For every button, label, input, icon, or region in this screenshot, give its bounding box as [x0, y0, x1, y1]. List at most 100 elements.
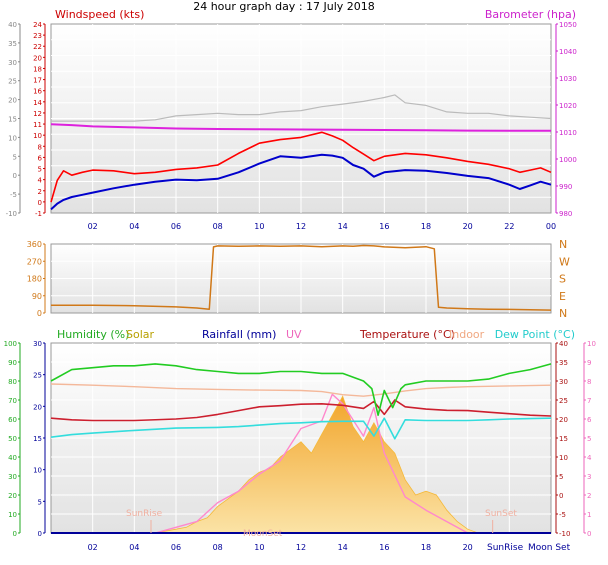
- wind-left-axis-tick-label: 4: [38, 177, 43, 185]
- humidity-axis-tick-label: 40: [8, 454, 17, 462]
- humidity-axis-tick-label: 50: [8, 435, 17, 443]
- bottom-x-tick-label: 16: [379, 543, 389, 552]
- dewpoint-line: [50, 417, 552, 440]
- wind-x-tick-label: 10: [254, 222, 264, 231]
- temperature-axis-tick-label: 15: [559, 435, 568, 443]
- annotation-moonset-next: Moon Set: [528, 543, 571, 553]
- wind-left-axis-tick-label: 20: [33, 54, 42, 62]
- humidity-axis-tick-label: 0: [13, 530, 17, 538]
- wind-left-outer-axis-tick-label: 35: [8, 40, 17, 48]
- axes-layer: -10-50510152025303540-102456810111214161…: [4, 21, 596, 552]
- wind-x-tick-label: 04: [129, 222, 139, 231]
- legend-solar: Solar: [126, 328, 155, 341]
- legend-uv: UV: [286, 328, 302, 341]
- wind-left-axis-tick-label: 6: [38, 154, 43, 162]
- wind-left-outer-axis-tick-label: 0: [13, 172, 17, 180]
- bottom-x-tick-label: 08: [213, 543, 223, 552]
- bottom-x-tick-label: 12: [296, 543, 306, 552]
- barometer-axis-tick-label: 1000: [559, 156, 577, 164]
- gray-series-line: [51, 94, 552, 122]
- humidity-axis-tick-label: 80: [8, 378, 17, 386]
- uv-axis-tick-label: 3: [587, 473, 591, 481]
- wind-x-tick-label: 12: [296, 222, 306, 231]
- bottom-x-tick-label: 20: [463, 543, 473, 552]
- barometer-axis-tick-label: 1050: [559, 21, 577, 29]
- temperature-axis-tick-label: 35: [559, 359, 568, 367]
- wind-left-outer-axis-tick-label: -5: [10, 191, 17, 199]
- rainfall-axis-tick-label: 30: [33, 340, 42, 348]
- annotation-moonset: MoonSet: [243, 529, 283, 539]
- compass-label: W: [559, 255, 570, 268]
- solar-area: [51, 395, 551, 534]
- uv-axis-tick-label: 10: [587, 340, 596, 348]
- bottom-x-tick-label: 06: [171, 543, 181, 552]
- legend-dewpoint: Dew Point (°C): [495, 328, 575, 341]
- barometer-axis-tick-label: 1040: [559, 48, 577, 56]
- bottom-x-tick-label: 10: [254, 543, 264, 552]
- temperature-axis-tick-label: 30: [559, 378, 568, 386]
- temperature-axis-tick-label: 10: [559, 454, 568, 462]
- legend-indoor: Indoor: [449, 328, 485, 341]
- wind-left-outer-axis-tick-label: 20: [8, 97, 17, 105]
- temperature-axis-tick-label: -5: [559, 511, 566, 519]
- humidity-line: [50, 363, 552, 416]
- direction-line: [51, 244, 552, 311]
- bottom-x-tick-label: 04: [129, 543, 139, 552]
- legend-temperature: Temperature (°C): [359, 328, 455, 341]
- humidity-axis-tick-label: 100: [4, 340, 17, 348]
- wind-left-outer-axis-tick-label: 30: [8, 59, 17, 67]
- barometer-axis-tick-label: 990: [559, 183, 572, 191]
- annotation-sunrise-next: SunRise: [487, 543, 524, 553]
- grid-lines: [51, 24, 551, 533]
- uv-axis-tick-label: 2: [587, 492, 591, 500]
- wind-x-tick-label: 02: [88, 222, 98, 231]
- annotation-sunset: SunSet: [485, 509, 517, 519]
- wind-left-outer-axis-tick-label: 10: [8, 134, 17, 142]
- compass-label: S: [559, 273, 566, 286]
- wind-left-axis-tick-label: 5: [38, 166, 42, 174]
- rainfall-axis-tick-label: 0: [38, 530, 42, 538]
- wind-x-tick-label: 18: [421, 222, 431, 231]
- temperature-line: [50, 399, 552, 422]
- uv-axis-tick-label: 9: [587, 359, 591, 367]
- wind-left-axis-tick-label: 12: [33, 110, 42, 118]
- rainfall-axis-tick-label: 10: [33, 467, 42, 475]
- uv-axis-tick-label: 5: [587, 435, 591, 443]
- direction-axis-tick-label: 0: [37, 309, 42, 318]
- wind-x-tick-label: 14: [338, 222, 348, 231]
- uv-axis-tick-label: 1: [587, 511, 591, 519]
- uv-axis-tick-label: 8: [587, 378, 591, 386]
- series-layer: [50, 94, 552, 534]
- direction-axis-tick-label: 90: [32, 292, 42, 301]
- direction-axis-tick-label: 360: [27, 240, 42, 249]
- humidity-axis-tick-label: 60: [8, 416, 17, 424]
- wind-left-outer-axis-tick-label: 15: [8, 116, 17, 124]
- barometer-line: [50, 123, 551, 132]
- wind-x-tick-label: 00: [546, 222, 556, 231]
- rainfall-axis-tick-label: 20: [33, 403, 42, 411]
- direction-axis-tick-label: 270: [27, 257, 42, 266]
- legend-barometer: Barometer (hpa): [485, 8, 576, 21]
- indoor-line: [50, 383, 552, 397]
- wind-left-axis-tick-label: 23: [33, 32, 42, 40]
- humidity-axis-tick-label: 30: [8, 473, 17, 481]
- humidity-axis-tick-label: 20: [8, 492, 17, 500]
- wind-left-axis-tick-label: -1: [35, 210, 42, 218]
- uv-axis-tick-label: 4: [587, 454, 592, 462]
- barometer-axis-tick-label: 1030: [559, 75, 577, 83]
- legend-windspeed: Windspeed (kts): [55, 8, 144, 21]
- wind-left-outer-axis-tick-label: 40: [8, 21, 17, 29]
- wind-left-axis-tick-label: 8: [38, 143, 42, 151]
- compass-label: N: [559, 307, 567, 320]
- legend-rainfall: Rainfall (mm): [202, 328, 276, 341]
- uv-axis-tick-label: 7: [587, 397, 591, 405]
- wind-left-axis-tick-label: 11: [33, 121, 42, 129]
- compass-label: N: [559, 238, 567, 251]
- temperature-axis-tick-label: 5: [559, 473, 563, 481]
- barometer-axis-tick-label: 1010: [559, 129, 577, 137]
- wind-left-axis-tick-label: 0: [38, 199, 42, 207]
- gust-line: [50, 131, 552, 203]
- wind-left-axis-tick-label: 2: [38, 188, 42, 196]
